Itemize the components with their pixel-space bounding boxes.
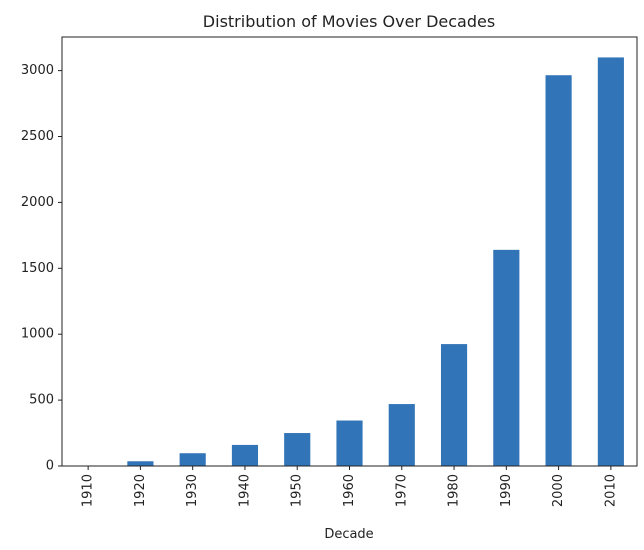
y-axis: 0 500 1000 1500 2000 2500 3000	[21, 63, 62, 474]
x-axis-label: Decade	[324, 527, 373, 542]
x-tick-label-1920: 1920	[133, 474, 148, 507]
x-tick-label-1990: 1990	[499, 474, 514, 507]
y-tick-label-3000: 3000	[21, 63, 54, 78]
bar-2000	[545, 75, 572, 466]
bar-1940	[231, 444, 259, 466]
y-tick-label-2000: 2000	[21, 195, 54, 210]
x-tick-label-1980: 1980	[447, 474, 462, 507]
y-tick-label-0: 0	[46, 459, 54, 474]
bar-2010	[597, 57, 624, 467]
bar-1990	[493, 249, 520, 466]
x-axis: 1910 1920 1930 1940 1950 1960 1970 1980 1990 2000…	[81, 466, 618, 507]
x-tick-label-1970: 1970	[394, 474, 409, 507]
y-tick-label-1500: 1500	[21, 261, 54, 276]
bar-1950	[284, 433, 311, 466]
chart-title: Distribution of Movies Over Decades	[203, 12, 495, 31]
x-tick-label-1910: 1910	[81, 474, 96, 507]
x-tick-label-1960: 1960	[342, 474, 357, 507]
x-tick-label-2010: 2010	[603, 474, 618, 507]
bar-1930	[179, 453, 206, 466]
x-tick-label-1950: 1950	[290, 474, 305, 507]
bar-1980	[440, 344, 468, 466]
x-tick-label-1930: 1930	[185, 474, 200, 507]
y-tick-label-1000: 1000	[21, 327, 54, 342]
bars-layer	[75, 57, 624, 467]
bar-1960	[336, 420, 363, 466]
x-tick-label-2000: 2000	[551, 474, 566, 507]
y-tick-label-2500: 2500	[21, 129, 54, 144]
bar-1970	[388, 404, 415, 466]
y-tick-label-500: 500	[29, 393, 54, 408]
bar-1920	[127, 461, 154, 466]
x-tick-label-1940: 1940	[237, 474, 252, 507]
